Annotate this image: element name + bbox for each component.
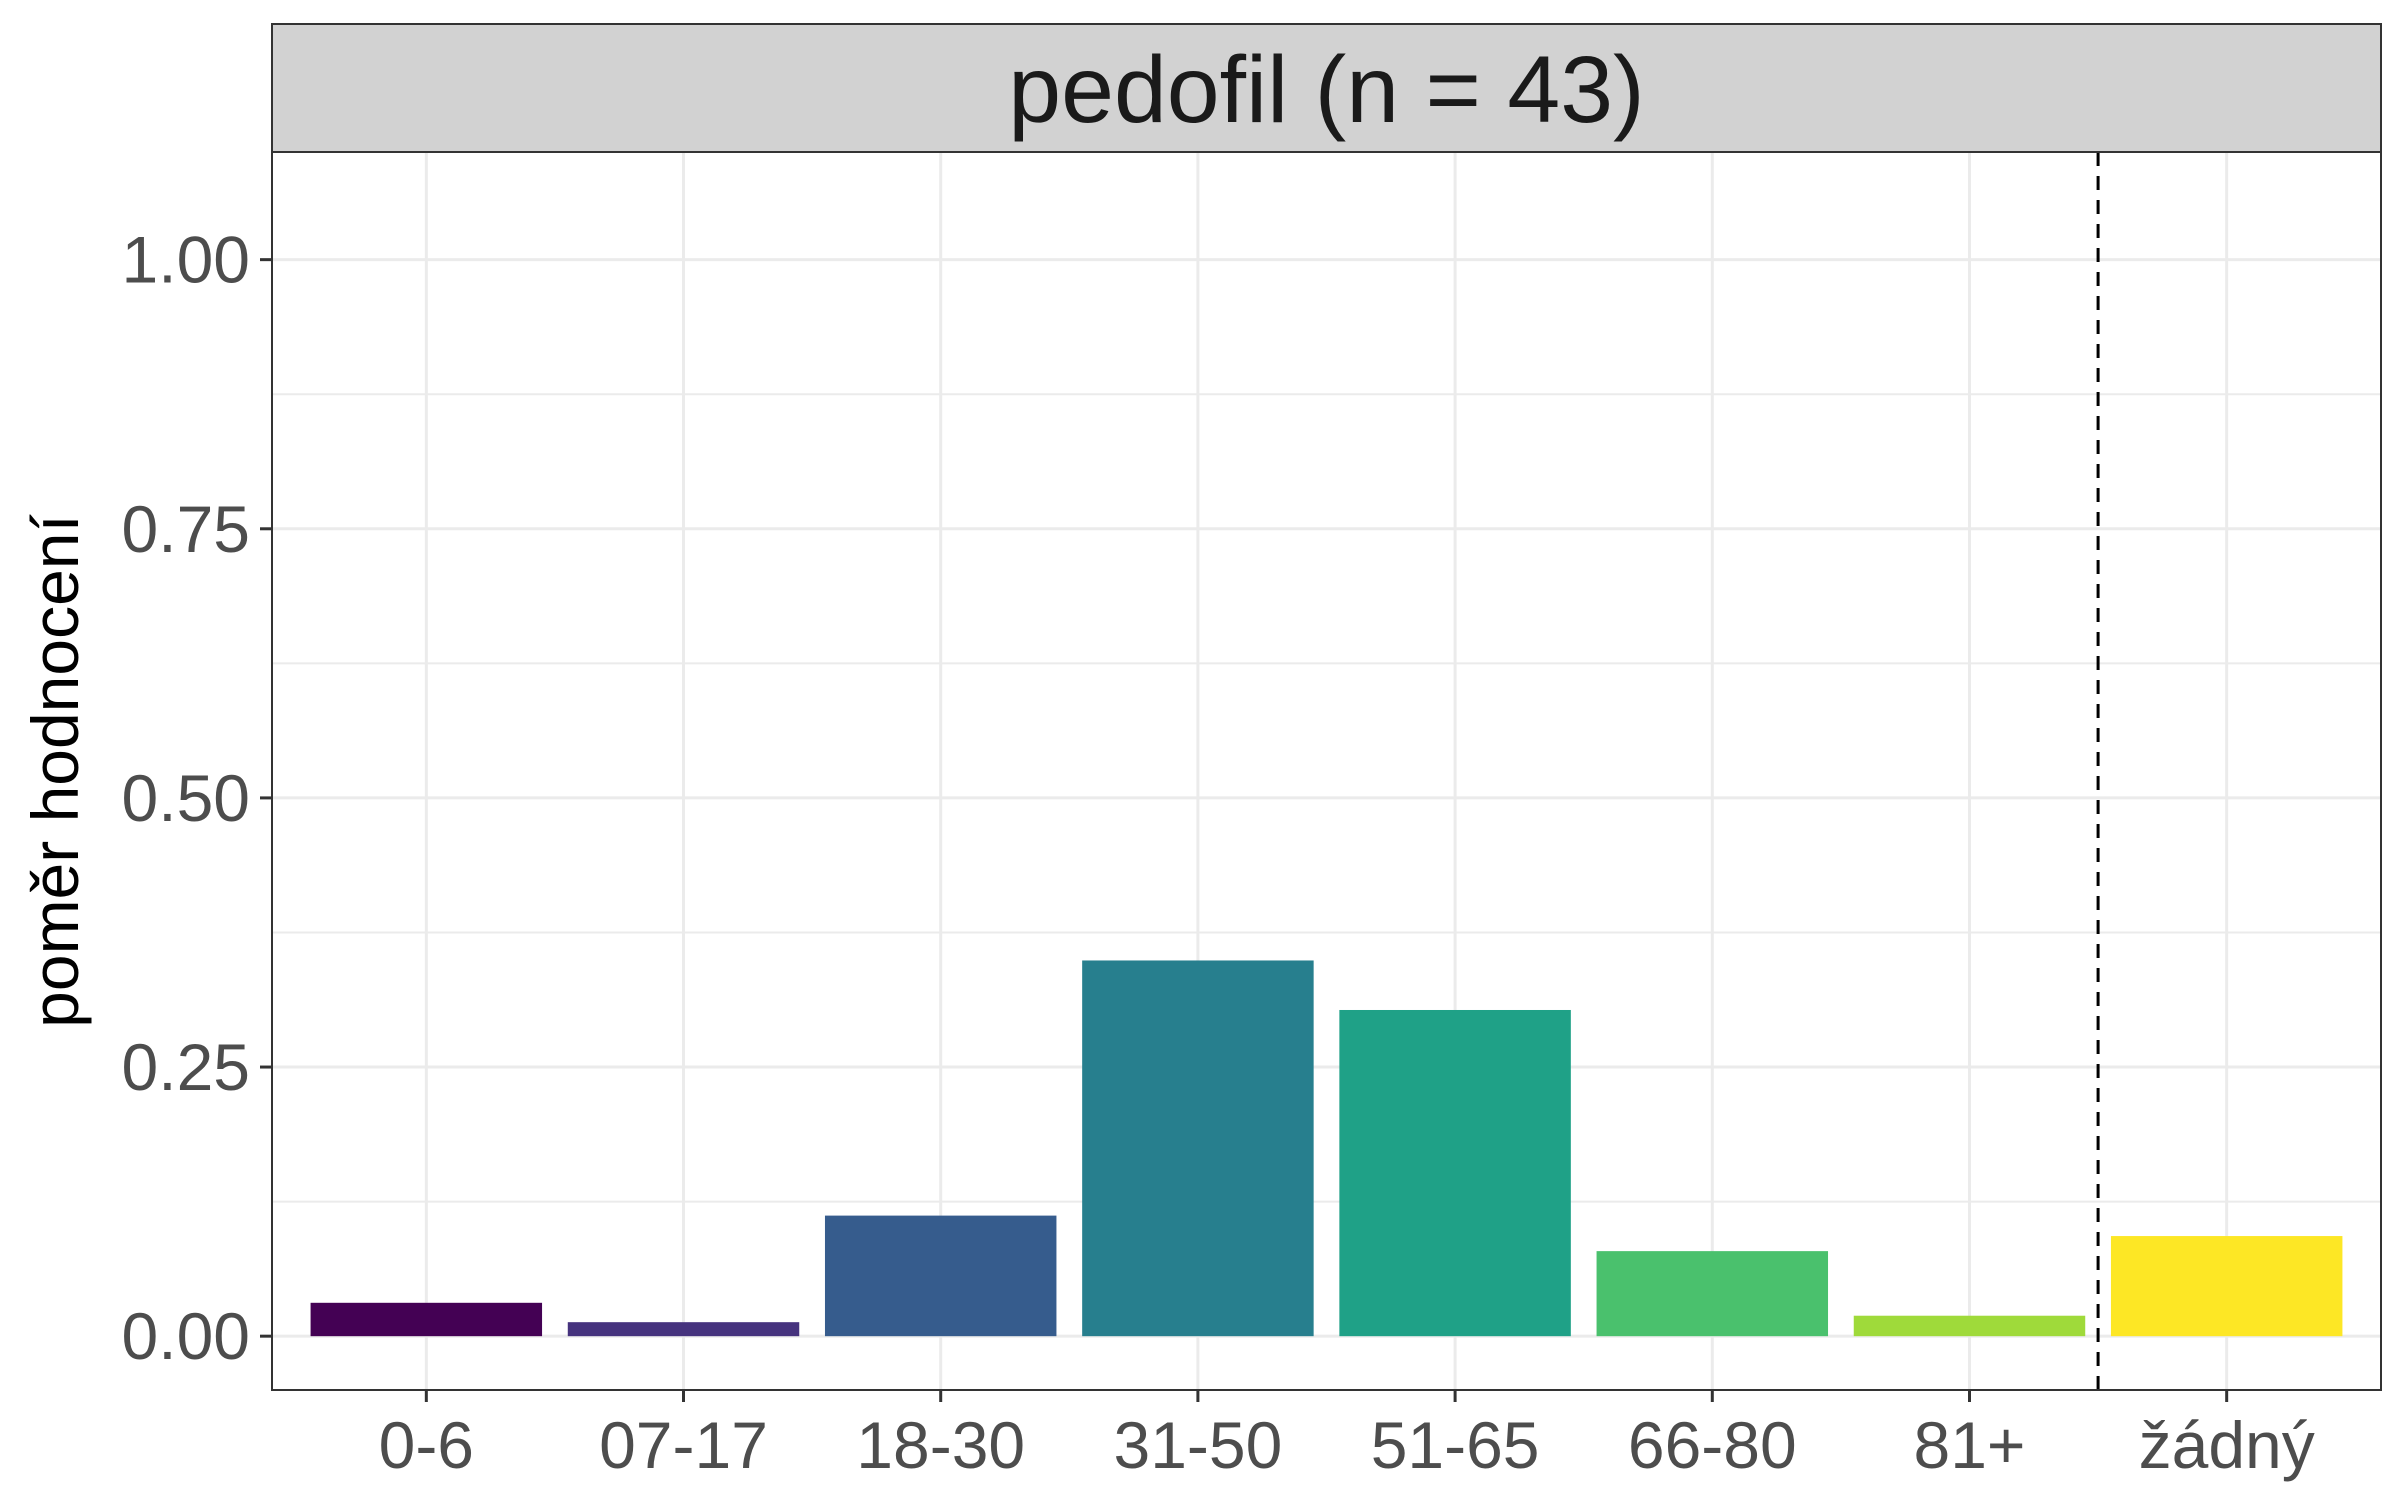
x-tick-label: 81+ [1914, 1408, 2026, 1482]
y-tick-label: 1.00 [122, 223, 250, 297]
bar-07-17 [567, 1322, 800, 1337]
bar-žádný [2110, 1236, 2343, 1337]
y-tick-label: 0.00 [122, 1299, 250, 1373]
y-tick-label: 0.25 [122, 1030, 250, 1104]
x-axis: 0-6 07-17 18-30 31-50 51-65 66-80 81+ žádný [379, 1390, 2315, 1482]
bar-51-65 [1339, 1009, 1571, 1337]
y-axis-title: poměr hodnocení [18, 513, 92, 1027]
y-tick-label: 0.75 [122, 492, 250, 566]
x-tick-label: 0-6 [379, 1408, 474, 1482]
bar-66-80 [1596, 1251, 1829, 1337]
x-tick-label: žádný [2139, 1408, 2315, 1482]
chart-title: pedofil (n = 43) [1008, 37, 1644, 143]
x-tick-label: 66-80 [1628, 1408, 1797, 1482]
x-tick-label: 18-30 [856, 1408, 1025, 1482]
bar-81+ [1853, 1315, 2086, 1337]
x-tick-label: 31-50 [1113, 1408, 1282, 1482]
y-axis: 0.00 0.25 0.50 0.75 1.00 [122, 223, 272, 1373]
x-tick-label: 51-65 [1371, 1408, 1540, 1482]
bar-0-6 [310, 1302, 543, 1337]
facet-strip [271, 23, 2382, 153]
grid-lines [272, 152, 2381, 1390]
bars [310, 960, 2343, 1337]
y-tick-label: 0.50 [122, 761, 250, 835]
x-tick-label: 07-17 [599, 1408, 768, 1482]
bar-18-30 [824, 1215, 1057, 1337]
bar-31-50 [1082, 960, 1314, 1337]
